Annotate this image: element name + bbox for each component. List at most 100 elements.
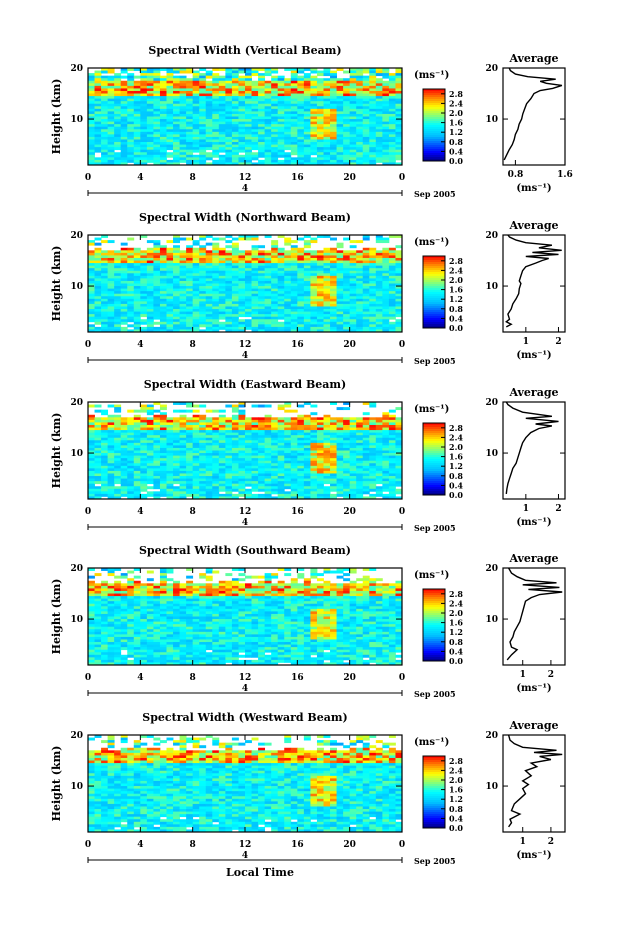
heatmap-cell <box>180 415 187 418</box>
heatmap-cell <box>245 273 252 276</box>
heatmap-cell <box>180 322 187 325</box>
heatmap-cell <box>271 463 278 466</box>
heatmap-cell <box>284 484 291 487</box>
heatmap-cell <box>95 253 102 256</box>
heatmap-cell <box>140 271 147 274</box>
heatmap-cell <box>101 301 108 304</box>
heatmap-cell <box>206 253 213 256</box>
heatmap-cell <box>324 430 331 433</box>
heatmap-cell <box>297 458 304 461</box>
heatmap-cell <box>186 122 193 125</box>
heatmap-cell <box>88 83 95 86</box>
heatmap-cell <box>186 494 193 497</box>
heatmap-cell <box>232 268 239 271</box>
heatmap-cell <box>225 83 232 86</box>
heatmap-cell <box>186 301 193 304</box>
heatmap-cell <box>343 122 350 125</box>
heatmap-cell <box>291 114 298 117</box>
heatmap-cell <box>101 137 108 140</box>
heatmap-cell <box>252 435 259 438</box>
heatmap-cell <box>173 245 180 248</box>
heatmap-cell <box>134 473 141 476</box>
heatmap-cell <box>134 88 141 91</box>
heatmap-cell <box>304 458 311 461</box>
heatmap-cell <box>108 306 115 309</box>
heatmap-cell <box>271 278 278 281</box>
heatmap-cell <box>127 258 134 261</box>
heatmap-cell <box>219 317 226 320</box>
heatmap-cell <box>291 255 298 258</box>
heatmap-cell <box>389 276 396 279</box>
heatmap-cell <box>330 451 337 454</box>
heatmap-cell <box>127 94 134 97</box>
heatmap-cell <box>337 263 344 266</box>
heatmap-cell <box>304 433 311 436</box>
heatmap-cell <box>153 322 160 325</box>
heatmap-cell <box>147 284 154 287</box>
heatmap-cell <box>180 117 187 120</box>
heatmap-cell <box>337 255 344 258</box>
heatmap-cell <box>369 294 376 297</box>
heatmap-cell <box>199 489 206 492</box>
heatmap-cell <box>232 132 239 135</box>
heatmap-cell <box>153 91 160 94</box>
heatmap-cell <box>147 132 154 135</box>
heatmap-cell <box>317 428 324 431</box>
heatmap-cell <box>363 317 370 320</box>
heatmap-cell <box>395 273 402 276</box>
heatmap-cell <box>310 134 317 137</box>
heatmap-cell <box>245 88 252 91</box>
heatmap-cell <box>337 289 344 292</box>
heatmap-cell <box>330 152 337 155</box>
heatmap-cell <box>180 71 187 74</box>
heatmap-cell <box>219 417 226 420</box>
heatmap-cell <box>167 101 174 104</box>
heatmap-cell <box>356 428 363 431</box>
heatmap-cell <box>258 322 265 325</box>
heatmap-cell <box>291 122 298 125</box>
heatmap-cell <box>343 471 350 474</box>
day-marker: 4 <box>242 351 248 361</box>
heatmap-cell <box>232 117 239 120</box>
heatmap-cell <box>212 468 219 471</box>
heatmap-cell <box>101 114 108 117</box>
x-tick-label: 12 <box>239 340 252 350</box>
heatmap-cell <box>330 261 337 264</box>
heatmap-cell <box>121 304 128 307</box>
heatmap-cell <box>389 127 396 130</box>
heatmap-cell <box>350 473 357 476</box>
heatmap-cell <box>291 491 298 494</box>
heatmap-cell <box>121 157 128 160</box>
heatmap-cell <box>304 96 311 99</box>
heatmap-cell <box>206 281 213 284</box>
heatmap-cell <box>330 76 337 79</box>
heatmap-cell <box>245 435 252 438</box>
heatmap-cell <box>343 286 350 289</box>
heatmap-cell <box>258 124 265 127</box>
heatmap-cell <box>389 147 396 150</box>
heatmap-cell <box>121 129 128 132</box>
heatmap-cell <box>225 266 232 269</box>
heatmap-cell <box>395 86 402 89</box>
heatmap-cell <box>343 433 350 436</box>
heatmap-cell <box>219 132 226 135</box>
heatmap-cell <box>310 445 317 448</box>
heatmap-cell <box>134 76 141 79</box>
heatmap-cell <box>114 294 121 297</box>
heatmap-cell <box>140 101 147 104</box>
heatmap-cell <box>232 451 239 454</box>
heatmap-cell <box>173 481 180 484</box>
heatmap-cell <box>252 314 259 317</box>
heatmap-cell <box>199 435 206 438</box>
heatmap-cell <box>395 157 402 160</box>
heatmap-cell <box>88 258 95 261</box>
heatmap-cell <box>108 319 115 322</box>
heatmap-cell <box>291 147 298 150</box>
heatmap-cell <box>140 266 147 269</box>
heatmap-cell <box>160 160 167 163</box>
heatmap-cell <box>167 420 174 423</box>
heatmap-cell <box>330 319 337 322</box>
heatmap-cell <box>265 294 272 297</box>
heatmap-cell <box>147 453 154 456</box>
heatmap-cell <box>108 150 115 153</box>
